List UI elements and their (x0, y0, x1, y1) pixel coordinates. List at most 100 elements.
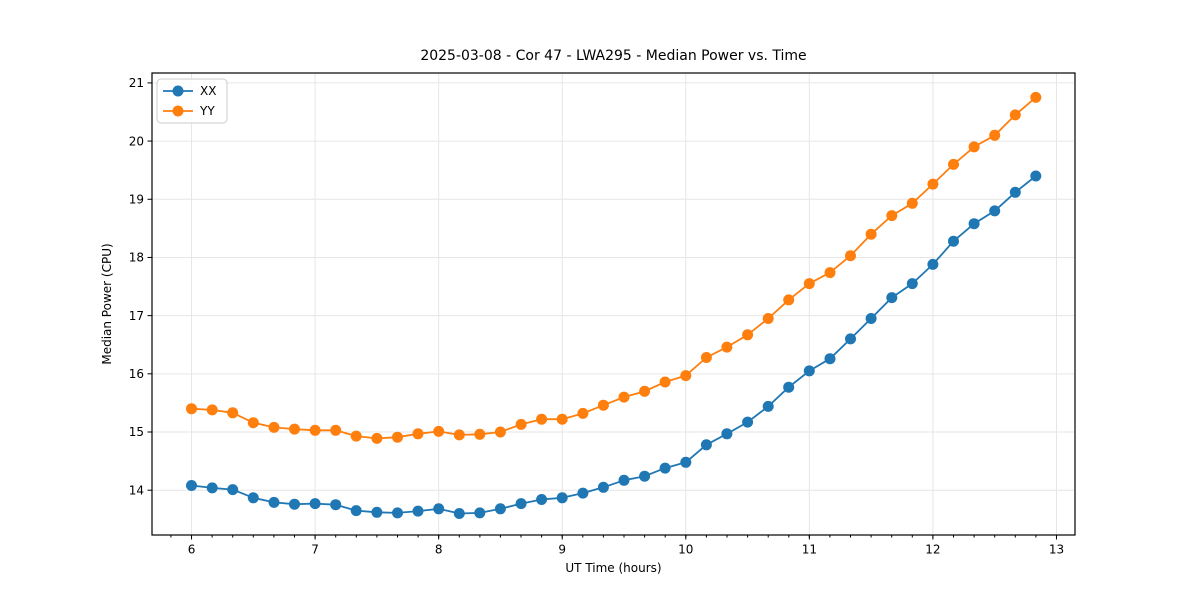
y-tick-label: 18 (129, 251, 144, 265)
data-point (536, 413, 548, 425)
data-point (289, 423, 300, 435)
data-point (577, 487, 589, 499)
data-point (1009, 109, 1021, 121)
legend-marker (172, 85, 184, 97)
y-tick-label: 14 (129, 483, 144, 497)
data-point (1030, 170, 1042, 182)
data-point (742, 416, 754, 428)
data-point (247, 492, 259, 504)
data-point (824, 267, 836, 279)
data-point (494, 426, 506, 438)
data-point (206, 404, 218, 416)
data-point (556, 492, 568, 504)
y-tick-label: 15 (129, 425, 144, 439)
chart-title: 2025-03-08 - Cor 47 - LWA295 - Median Po… (420, 48, 807, 64)
y-tick-label: 21 (129, 76, 144, 90)
data-point (824, 353, 836, 365)
data-point (350, 505, 362, 517)
data-point (906, 278, 918, 290)
y-tick-label: 16 (129, 367, 144, 381)
data-point (906, 197, 918, 209)
y-tick-label: 20 (129, 134, 144, 148)
data-point (1030, 91, 1042, 103)
data-point (227, 484, 239, 496)
data-point (597, 399, 609, 411)
data-point (247, 417, 259, 429)
x-tick-label: 10 (678, 543, 693, 557)
data-point (371, 506, 383, 518)
data-point (721, 428, 733, 440)
data-point (762, 313, 774, 324)
data-point (330, 499, 342, 511)
x-tick-label: 11 (802, 543, 817, 557)
data-point (948, 158, 959, 170)
data-point (392, 431, 403, 443)
data-point (989, 205, 1001, 217)
data-point (886, 210, 898, 222)
data-point (474, 507, 486, 519)
series-XX (186, 170, 1042, 519)
x-axis-label: UT Time (hours) (565, 561, 662, 575)
data-point (289, 498, 300, 510)
data-point (700, 352, 712, 363)
x-tick-label: 13 (1049, 543, 1064, 557)
data-point (268, 421, 280, 433)
data-point (350, 430, 362, 442)
data-point (700, 439, 712, 451)
data-point (186, 480, 197, 491)
data-point (515, 498, 527, 510)
x-tick-label: 8 (435, 543, 443, 557)
data-point (803, 365, 815, 377)
data-point (577, 407, 589, 419)
data-point (659, 462, 671, 474)
data-point (886, 292, 898, 304)
data-point (536, 494, 548, 505)
data-point (721, 341, 733, 353)
x-tick-label: 12 (925, 543, 940, 557)
data-point (845, 250, 856, 262)
series-YY (186, 91, 1042, 444)
data-point (309, 424, 321, 436)
data-point (989, 129, 1001, 141)
data-point (453, 508, 465, 519)
data-point (618, 474, 630, 486)
data-point (659, 376, 671, 388)
data-point (330, 424, 342, 436)
x-tick-label: 9 (558, 543, 566, 557)
data-point (556, 413, 568, 425)
data-point (392, 507, 403, 519)
data-point (227, 407, 239, 419)
data-point (597, 481, 609, 493)
data-point (268, 496, 280, 508)
data-point (968, 218, 980, 230)
legend-marker (172, 105, 184, 117)
data-point (371, 432, 383, 444)
y-tick-label: 19 (129, 192, 144, 206)
data-point (1009, 186, 1021, 198)
data-point (865, 313, 877, 324)
data-point (865, 228, 877, 240)
data-point (927, 178, 939, 190)
data-point (762, 400, 774, 412)
data-point (433, 425, 445, 437)
data-point (742, 329, 754, 341)
data-point (412, 428, 424, 440)
grid (152, 73, 1075, 535)
data-point (309, 498, 321, 510)
data-point (433, 503, 445, 515)
legend: XX YY (156, 78, 228, 124)
y-axis-label: Median Power (CPU) (100, 243, 114, 365)
data-point (494, 503, 506, 515)
tick-labels: 6 7 8 9 10 11 12 13 14 15 16 17 18 19 20 21 (129, 76, 1064, 556)
legend-box (156, 78, 228, 124)
data-point (474, 428, 486, 440)
data-point (515, 418, 527, 430)
data-point (927, 258, 939, 270)
data-point (639, 470, 651, 482)
data-point (948, 235, 959, 247)
x-tick-label: 6 (188, 543, 196, 557)
data-point (680, 456, 692, 468)
plot-border (151, 72, 1076, 536)
data-point (968, 141, 980, 153)
